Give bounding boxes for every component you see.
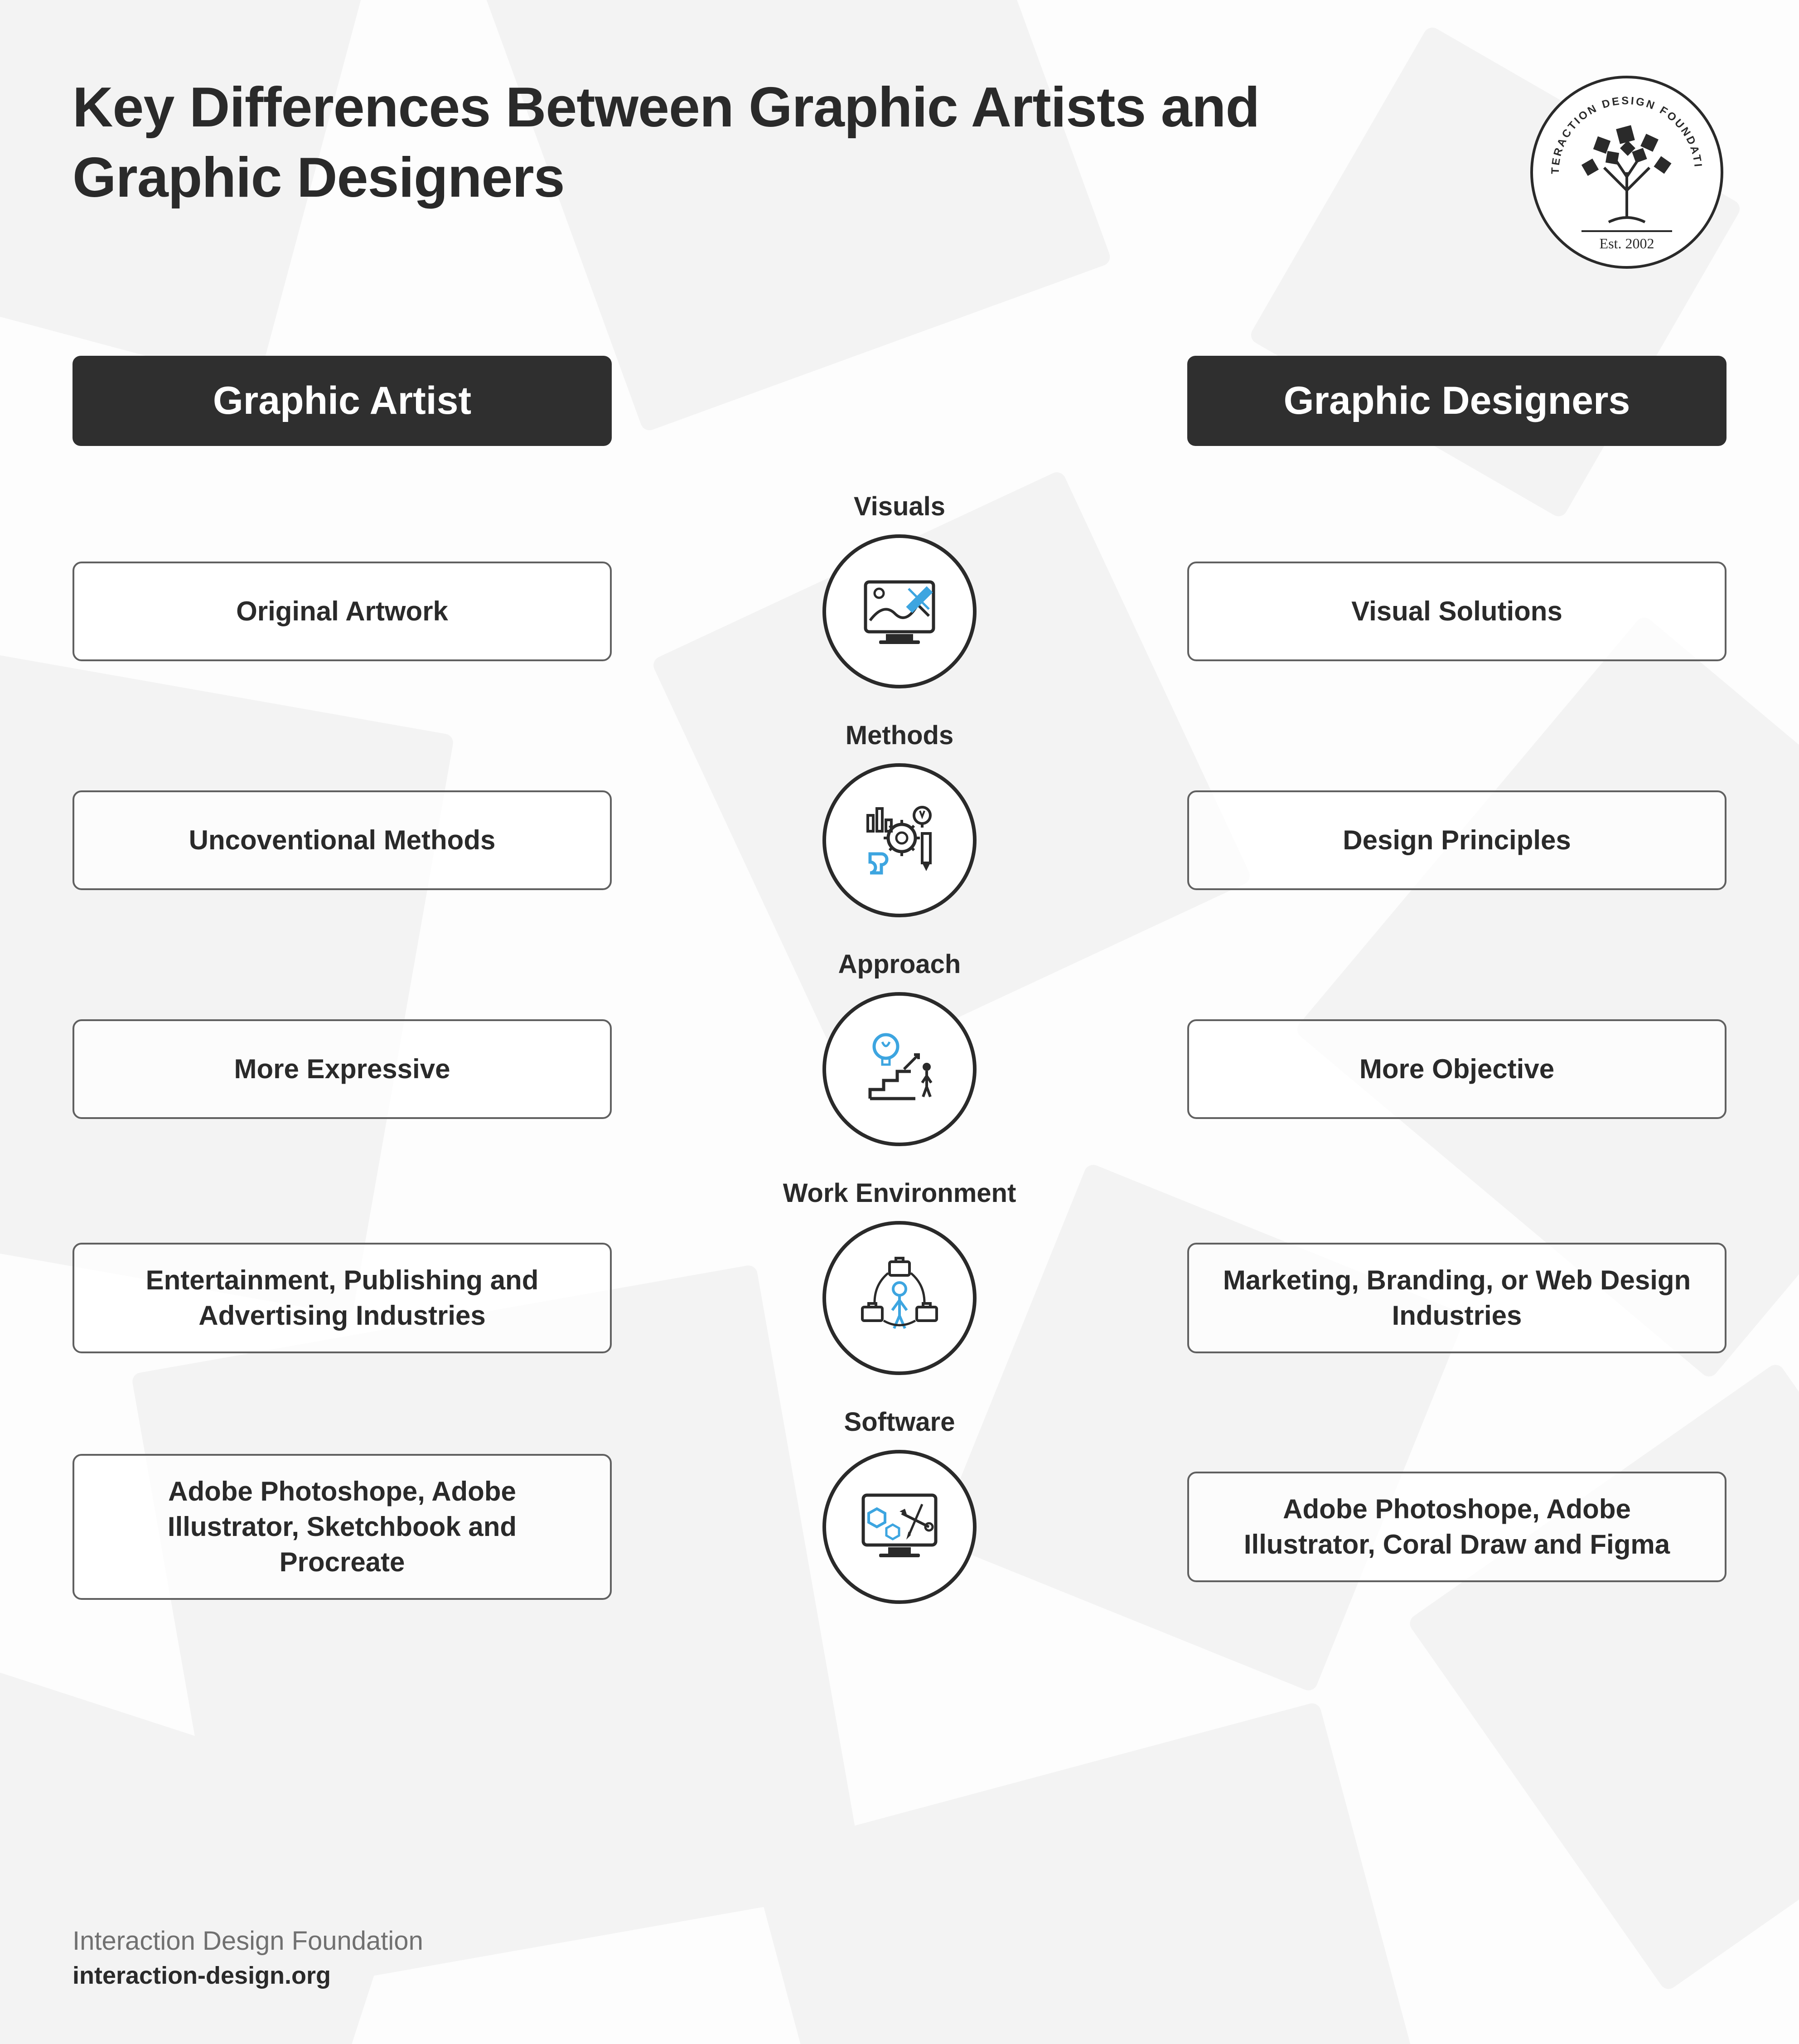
category-label: Work Environment (783, 1178, 1016, 1208)
right-card-text: More Objective (1359, 1051, 1554, 1087)
comparison-row: Software Adobe Photoshope, Adobe Illustra… (73, 1407, 1726, 1604)
comparison-row: Work Environment Entertainment, Publishin… (73, 1178, 1726, 1375)
approach-icon (822, 992, 977, 1146)
footer-url: interaction-design.org (73, 1962, 1726, 1990)
right-card: More Objective (1187, 1019, 1726, 1119)
right-card-text: Marketing, Branding, or Web Design Indus… (1216, 1263, 1697, 1333)
comparison-row: Approach More Expressive More Objective (73, 949, 1726, 1146)
right-card: Design Principles (1187, 790, 1726, 890)
left-card-text: Entertainment, Publishing and Advertisin… (102, 1263, 583, 1333)
left-card-text: Original Artwork (236, 594, 448, 629)
left-card: Adobe Photoshope, Adobe Illustrator, Ske… (73, 1454, 612, 1600)
left-card: Original Artwork (73, 562, 612, 661)
left-card: Uncoventional Methods (73, 790, 612, 890)
comparison-rows: Visuals Original Artwork Visual Solutions M… (73, 491, 1726, 1604)
footer: Interaction Design Foundation interactio… (73, 1926, 1726, 1990)
row-body: Original Artwork Visual Solutions (73, 534, 1726, 688)
category-label: Approach (838, 949, 961, 979)
work-icon (822, 1221, 977, 1375)
category-label: Visuals (854, 491, 945, 522)
left-column-header: Graphic Artist (73, 356, 612, 446)
row-body: Uncoventional Methods Design Principles (73, 763, 1726, 917)
left-card: Entertainment, Publishing and Advertisin… (73, 1243, 612, 1353)
right-card: Visual Solutions (1187, 562, 1726, 661)
right-card-text: Design Principles (1343, 823, 1571, 858)
content: Graphic Artist Graphic Designers Visuals… (73, 356, 1726, 1871)
idf-logo: INTERACTION DESIGN FOUNDATION (1527, 73, 1726, 274)
row-body: More Expressive More Objective (73, 992, 1726, 1146)
visuals-icon (822, 534, 977, 688)
row-body: Adobe Photoshope, Adobe Illustrator, Ske… (73, 1450, 1726, 1604)
software-icon (822, 1450, 977, 1604)
comparison-row: Methods Uncoventional Methods Design Princ… (73, 720, 1726, 917)
page-title: Key Differences Between Graphic Artists … (73, 73, 1341, 213)
category-label: Methods (846, 720, 953, 751)
methods-icon (822, 763, 977, 917)
footer-org: Interaction Design Foundation (73, 1926, 1726, 1956)
page: Key Differences Between Graphic Artists … (0, 0, 1799, 2044)
left-card-text: More Expressive (234, 1051, 450, 1087)
header: Key Differences Between Graphic Artists … (73, 73, 1726, 274)
category-label: Software (844, 1407, 955, 1437)
right-card: Adobe Photoshope, Adobe Illustrator, Cor… (1187, 1472, 1726, 1582)
right-card-text: Visual Solutions (1351, 594, 1562, 629)
right-card: Marketing, Branding, or Web Design Indus… (1187, 1243, 1726, 1353)
right-column-header: Graphic Designers (1187, 356, 1726, 446)
left-card-text: Uncoventional Methods (189, 823, 496, 858)
left-card: More Expressive (73, 1019, 612, 1119)
left-card-text: Adobe Photoshope, Adobe Illustrator, Ske… (102, 1474, 583, 1580)
comparison-row: Visuals Original Artwork Visual Solutions (73, 491, 1726, 688)
logo-bottom-text: Est. 2002 (1600, 235, 1654, 252)
idf-logo-svg: INTERACTION DESIGN FOUNDATION (1527, 73, 1726, 272)
row-body: Entertainment, Publishing and Advertisin… (73, 1221, 1726, 1375)
column-headers: Graphic Artist Graphic Designers (73, 356, 1726, 446)
right-card-text: Adobe Photoshope, Adobe Illustrator, Cor… (1216, 1492, 1697, 1562)
